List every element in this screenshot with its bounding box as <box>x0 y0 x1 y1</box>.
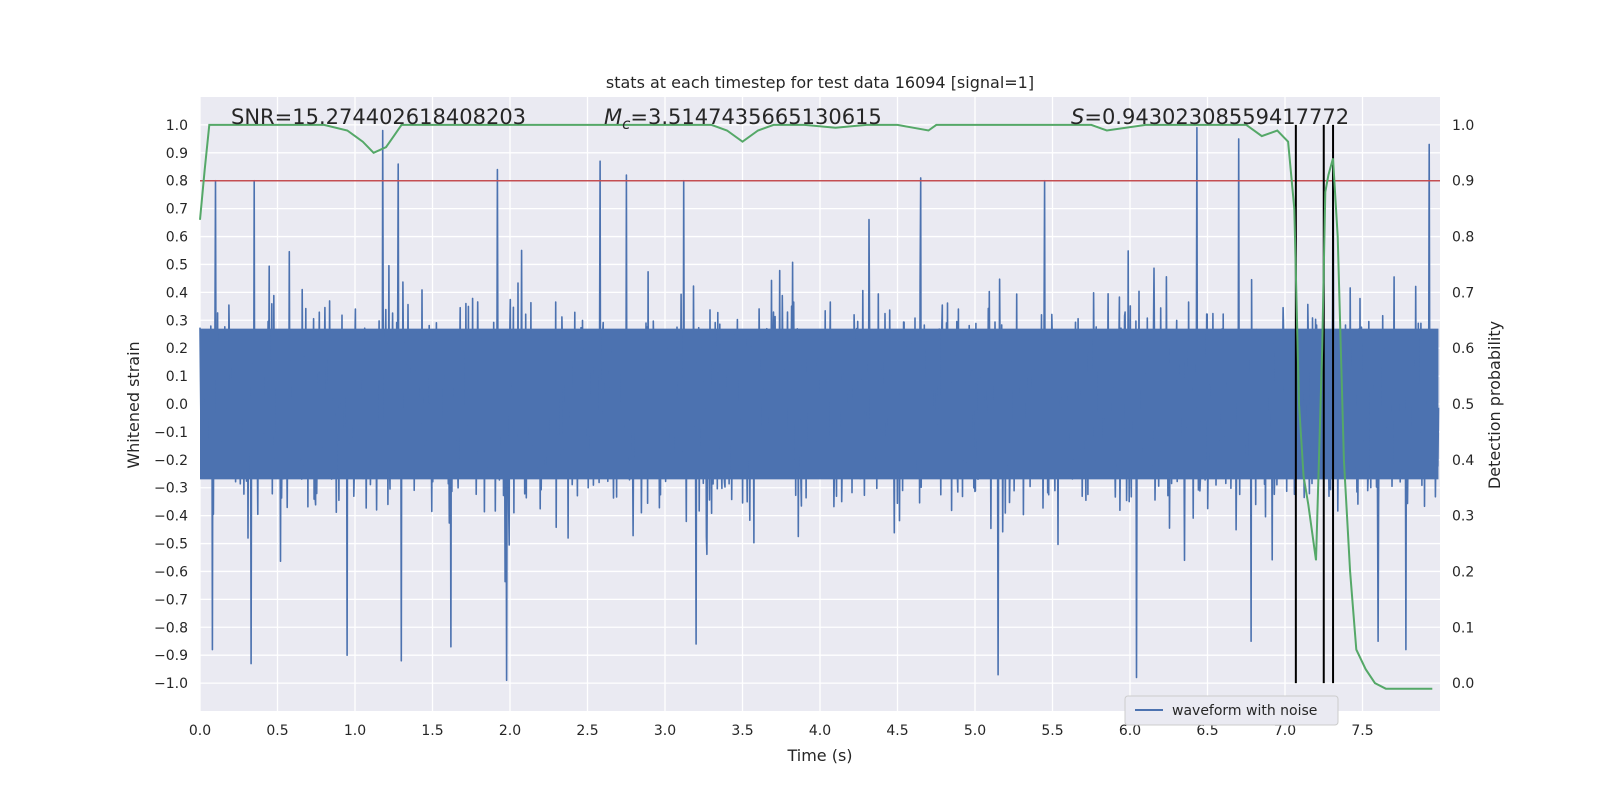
x-tick-label: 3.5 <box>731 723 753 739</box>
x-tick-label: 7.5 <box>1351 723 1373 739</box>
x-axis-label: Time (s) <box>786 746 852 765</box>
y-tick-label: 0.7 <box>166 202 188 218</box>
y-tick-label: −0.4 <box>154 509 188 525</box>
y2-tick-label: 0.1 <box>1452 620 1474 636</box>
mc-subscript: c <box>622 115 631 133</box>
chart-title: stats at each timestep for test data 160… <box>606 73 1034 92</box>
x-tick-label: 5.0 <box>964 723 986 739</box>
detection-probability-series <box>199 123 1433 690</box>
y2-tick-labels: 0.0 0.1 0.2 0.3 0.4 0.5 0.6 0.7 0.8 0.9 1.0 <box>1452 118 1474 692</box>
y-tick-label: 1.0 <box>166 118 188 134</box>
y-tick-label: −0.8 <box>154 620 188 636</box>
waveform-series <box>199 126 1440 682</box>
y2-tick-label: 1.0 <box>1452 118 1474 134</box>
y-axis-label: Whitened strain <box>124 341 143 468</box>
s-value: =0.94302308559417772 <box>1084 105 1349 129</box>
x-tick-label: 0.0 <box>189 723 211 739</box>
s-annotation: S=0.94302308559417772 <box>1071 105 1349 129</box>
y2-tick-label: 0.4 <box>1452 453 1474 469</box>
x-tick-label: 4.0 <box>809 723 831 739</box>
y2-tick-label: 0.5 <box>1452 397 1474 413</box>
y-tick-label: 0.0 <box>166 397 188 413</box>
y-tick-label: −0.3 <box>154 481 188 497</box>
x-tick-label: 6.5 <box>1196 723 1218 739</box>
mc-annotation: Mc=3.5147435665130615 <box>604 105 882 133</box>
x-tick-label: 0.5 <box>266 723 288 739</box>
x-tick-label: 2.5 <box>576 723 598 739</box>
y-tick-label: 0.8 <box>166 174 188 190</box>
detection-probability-line <box>199 123 1433 690</box>
x-tick-label: 7.0 <box>1274 723 1296 739</box>
y-tick-label: −0.7 <box>154 592 188 608</box>
x-tick-label: 5.5 <box>1041 723 1063 739</box>
y2-tick-label: 0.0 <box>1452 676 1474 692</box>
legend-box <box>1124 695 1339 726</box>
y-tick-labels: −1.0 −0.9 −0.8 −0.7 −0.6 −0.5 −0.4 −0.3 −0.2 −0.1… <box>154 118 188 692</box>
y-tick-label: 0.6 <box>166 230 188 246</box>
snr-annotation: SNR=15.274402618408203 <box>231 105 526 129</box>
y2-axis-label: Detection probability <box>1485 321 1504 489</box>
legend: waveform with noise <box>1124 695 1339 726</box>
y-tick-label: −0.6 <box>154 564 188 580</box>
y-tick-label: −0.2 <box>154 453 188 469</box>
y-tick-label: 0.1 <box>166 369 188 385</box>
x-tick-label: 1.5 <box>421 723 443 739</box>
y-tick-label: −0.9 <box>154 648 188 664</box>
y-tick-label: 0.3 <box>166 313 188 329</box>
vertical-markers <box>1294 124 1335 684</box>
y-tick-label: −0.1 <box>154 425 188 441</box>
x-tick-label: 1.0 <box>344 723 366 739</box>
y-tick-label: 0.9 <box>166 146 188 162</box>
x-tick-label: 4.5 <box>886 723 908 739</box>
y2-tick-label: 0.9 <box>1452 174 1474 190</box>
y2-tick-label: 0.6 <box>1452 341 1474 357</box>
y-tick-label: −0.5 <box>154 537 188 553</box>
y2-tick-label: 0.3 <box>1452 509 1474 525</box>
x-tick-label: 2.0 <box>499 723 521 739</box>
y-tick-label: 0.2 <box>166 341 188 357</box>
waveform-line <box>199 126 1440 682</box>
y2-tick-label: 0.2 <box>1452 564 1474 580</box>
y2-tick-label: 0.8 <box>1452 230 1474 246</box>
mc-value: =3.5147435665130615 <box>630 105 881 129</box>
legend-label: waveform with noise <box>1172 703 1317 719</box>
x-tick-label: 6.0 <box>1119 723 1141 739</box>
y-tick-label: 0.5 <box>166 257 188 273</box>
s-symbol: S <box>1071 105 1084 129</box>
y-tick-label: 0.4 <box>166 285 188 301</box>
mc-symbol: M <box>604 105 622 129</box>
y-tick-label: −1.0 <box>154 676 188 692</box>
y2-tick-label: 0.7 <box>1452 285 1474 301</box>
x-tick-label: 3.0 <box>654 723 676 739</box>
x-tick-labels: 0.0 0.5 1.0 1.5 2.0 2.5 3.0 3.5 4.0 4.5 5.0 5.5 6.0 6… <box>189 723 1374 739</box>
